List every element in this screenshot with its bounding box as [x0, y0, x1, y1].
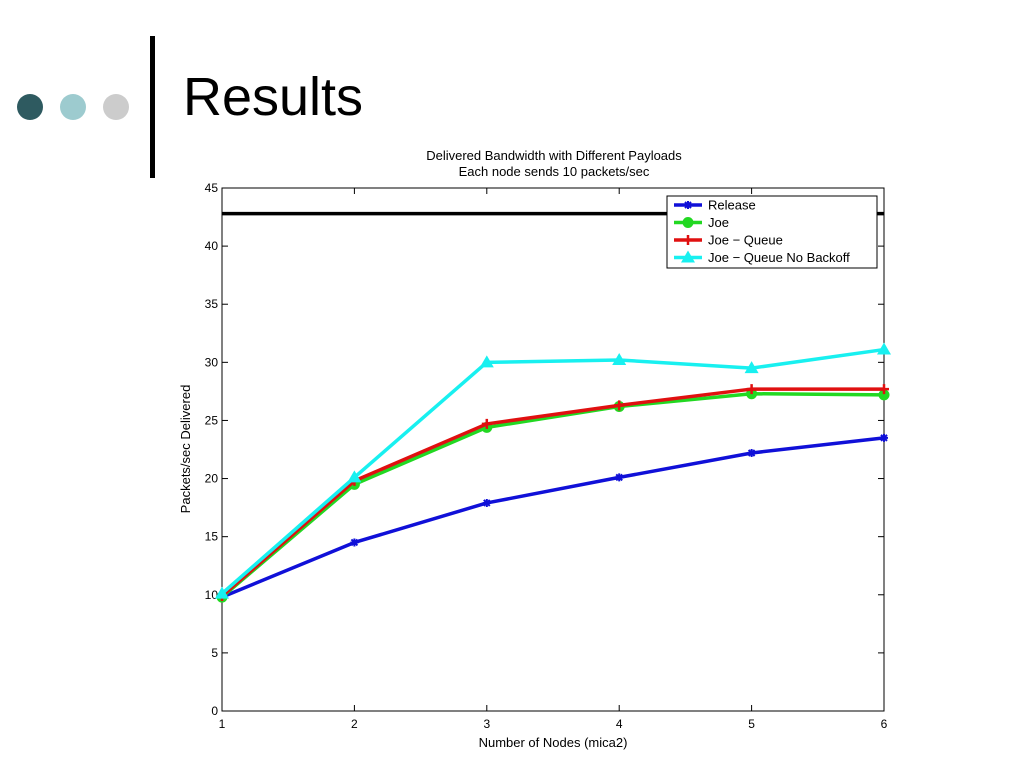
- data-point-2: [614, 400, 625, 411]
- bullet-dot-3: [103, 94, 129, 120]
- legend-marker: [683, 235, 693, 245]
- data-point-3: [612, 353, 627, 366]
- x-tick-label: 6: [881, 717, 888, 731]
- y-tick-label: 35: [205, 297, 219, 311]
- y-tick-label: 20: [205, 472, 219, 486]
- data-point-0: [615, 473, 624, 482]
- data-point-0: [880, 433, 888, 442]
- slide-title: Results: [183, 67, 364, 127]
- legend-marker: [681, 250, 695, 263]
- y-axis-label: Packets/sec Delivered: [178, 385, 193, 514]
- y-tick-label: 25: [205, 413, 219, 427]
- data-point-3: [215, 586, 229, 599]
- x-tick-label: 4: [616, 717, 623, 731]
- data-point-3: [479, 355, 494, 368]
- bullet-dot-2: [60, 94, 86, 120]
- legend: Release Joe Joe − Queue Joe − Queue No Back…: [666, 195, 878, 269]
- data-point-2: [481, 418, 492, 429]
- y-tick-label: 10: [205, 588, 219, 602]
- y-tick-label: 30: [205, 355, 219, 369]
- data-point-3: [347, 470, 362, 483]
- data-point-3: [877, 342, 891, 355]
- y-tick-label: 0: [211, 704, 218, 718]
- x-tick-label: 2: [351, 717, 358, 731]
- x-tick-label: 1: [219, 717, 226, 731]
- y-tick-label: 45: [205, 181, 219, 195]
- data-point-0: [482, 498, 491, 507]
- data-point-3: [744, 361, 759, 374]
- x-tick-label: 3: [483, 717, 490, 731]
- legend-label: Joe: [708, 215, 729, 230]
- title-divider: [150, 36, 155, 178]
- legend-label: Release: [708, 198, 756, 213]
- legend-marker: [684, 201, 692, 209]
- x-axis-label: Number of Nodes (mica2): [479, 735, 628, 750]
- x-tick-label: 5: [748, 717, 755, 731]
- legend-label: Joe − Queue: [708, 233, 783, 248]
- data-point-0: [350, 538, 359, 547]
- series-line-2: [220, 387, 884, 598]
- series-line-0: [221, 436, 885, 599]
- series-line-3: [220, 347, 885, 595]
- data-point-2: [879, 384, 889, 395]
- data-point-0: [747, 448, 756, 457]
- series-line-1: [220, 391, 885, 599]
- legend-label: Joe − Queue No Backoff: [708, 250, 850, 265]
- y-tick-label: 5: [211, 646, 218, 660]
- chart-title: Delivered Bandwidth with Different Paylo…: [426, 148, 682, 163]
- data-point-2: [746, 384, 757, 395]
- bullet-dot-1: [17, 94, 43, 120]
- chart-subtitle: Each node sends 10 packets/sec: [459, 164, 650, 179]
- y-tick-label: 40: [205, 239, 219, 253]
- y-tick-label: 15: [205, 530, 219, 544]
- legend-marker: [682, 217, 694, 228]
